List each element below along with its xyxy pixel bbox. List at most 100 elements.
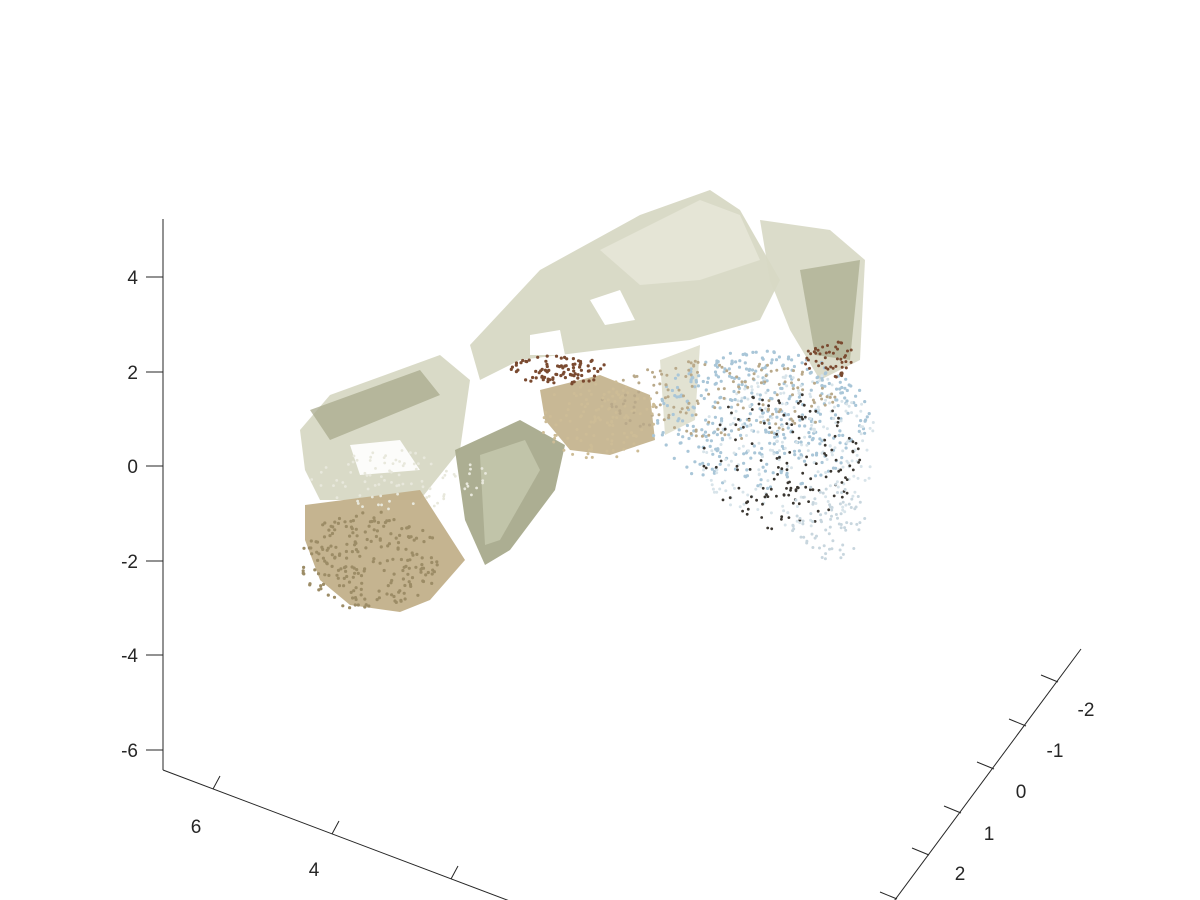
y-tick-mark — [879, 891, 898, 900]
point — [834, 364, 838, 368]
point — [739, 399, 743, 403]
point — [368, 473, 372, 477]
point — [855, 414, 859, 418]
point — [633, 394, 637, 398]
point — [344, 565, 348, 569]
point — [719, 431, 723, 435]
point — [728, 351, 733, 355]
point — [728, 398, 733, 402]
point — [836, 485, 840, 489]
point — [801, 495, 805, 499]
point — [611, 387, 615, 391]
point — [342, 576, 346, 581]
point — [734, 360, 738, 364]
point — [655, 391, 659, 395]
point — [353, 540, 357, 544]
point — [435, 563, 439, 567]
point — [623, 404, 627, 408]
point — [700, 428, 704, 432]
point — [756, 385, 760, 389]
point — [811, 398, 815, 402]
point — [792, 364, 797, 369]
point — [729, 423, 732, 427]
point — [383, 461, 387, 465]
point — [777, 449, 781, 453]
point — [724, 489, 728, 493]
point — [570, 380, 574, 384]
point — [824, 495, 828, 499]
point — [702, 450, 706, 454]
point — [744, 451, 749, 455]
point — [833, 446, 837, 450]
point — [734, 438, 737, 442]
point — [327, 573, 331, 578]
point — [765, 349, 769, 353]
point — [572, 392, 576, 395]
y-tick-label: 0 — [1016, 782, 1027, 803]
point — [672, 456, 676, 460]
point — [797, 502, 801, 506]
point — [687, 436, 691, 441]
point — [771, 471, 775, 475]
point — [580, 373, 584, 378]
point — [580, 383, 584, 387]
point — [420, 479, 424, 483]
point — [614, 405, 618, 409]
point — [764, 407, 768, 411]
point — [369, 455, 373, 459]
point — [731, 380, 735, 384]
point — [367, 604, 371, 608]
point — [385, 559, 389, 563]
point — [420, 556, 424, 560]
point — [714, 373, 718, 377]
point — [832, 494, 836, 498]
point — [594, 382, 598, 386]
point — [816, 410, 820, 414]
point — [466, 484, 470, 488]
point — [586, 452, 590, 456]
point — [375, 529, 379, 533]
point — [426, 570, 430, 575]
point — [851, 468, 855, 472]
point — [396, 541, 401, 545]
point — [524, 359, 528, 363]
point — [410, 551, 414, 555]
point — [722, 370, 726, 374]
point — [732, 451, 736, 455]
point — [742, 425, 745, 429]
point — [825, 395, 829, 399]
point — [821, 491, 825, 495]
y-tick-mark — [1008, 718, 1027, 727]
point — [664, 443, 668, 447]
point — [327, 528, 331, 532]
point — [705, 451, 709, 454]
point — [797, 401, 800, 405]
point — [301, 569, 305, 573]
x-tick-label: 6 — [191, 817, 202, 838]
point — [754, 350, 758, 354]
point — [863, 478, 867, 482]
point — [841, 505, 845, 509]
z-tick-label: 4 — [127, 268, 138, 289]
point — [830, 450, 834, 454]
point — [756, 375, 760, 379]
point — [729, 429, 734, 433]
point — [484, 472, 487, 475]
point — [719, 459, 723, 463]
point — [363, 471, 367, 475]
point — [811, 453, 815, 457]
point — [737, 390, 741, 394]
point — [768, 441, 772, 445]
point — [611, 432, 615, 436]
point — [404, 564, 408, 569]
point — [352, 566, 356, 570]
point — [325, 561, 329, 565]
point — [758, 397, 762, 401]
point — [412, 462, 416, 466]
point — [836, 404, 840, 408]
point — [400, 449, 404, 452]
point — [624, 393, 627, 397]
point — [813, 474, 818, 478]
point — [780, 444, 785, 448]
